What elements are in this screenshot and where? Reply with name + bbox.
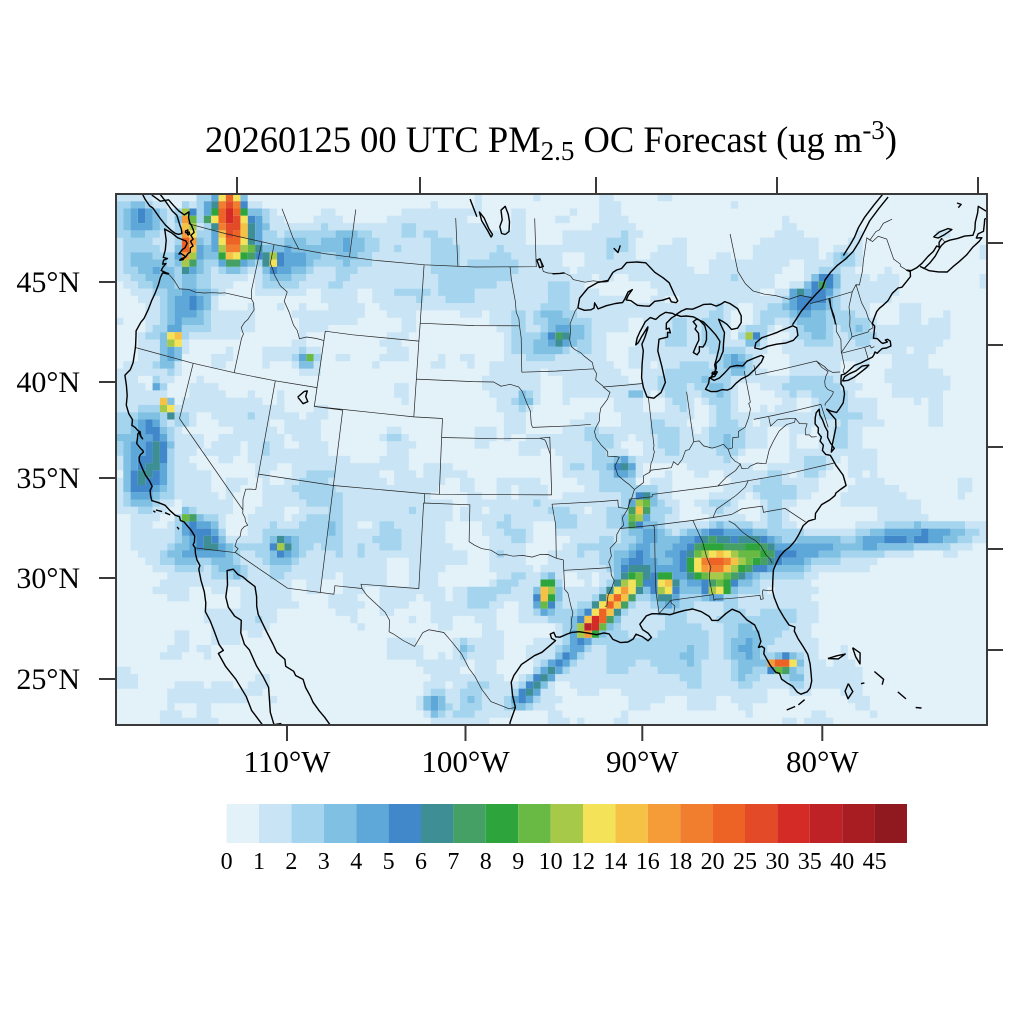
svg-text:8: 8 [480, 849, 492, 875]
svg-text:2: 2 [285, 849, 297, 875]
svg-text:35°N: 35°N [16, 462, 80, 495]
svg-text:25°N: 25°N [16, 663, 80, 696]
svg-text:30: 30 [765, 849, 789, 875]
svg-text:14: 14 [603, 849, 627, 875]
svg-text:30°N: 30°N [16, 562, 80, 595]
svg-text:16: 16 [636, 849, 660, 875]
svg-text:3: 3 [318, 849, 330, 875]
svg-text:40: 40 [830, 849, 854, 875]
svg-text:6: 6 [415, 849, 427, 875]
svg-text:9: 9 [512, 849, 524, 875]
svg-text:5: 5 [383, 849, 395, 875]
svg-text:90°W: 90°W [606, 744, 679, 779]
svg-text:110°W: 110°W [243, 744, 331, 779]
svg-text:1: 1 [253, 849, 265, 875]
svg-text:18: 18 [668, 849, 692, 875]
svg-text:0: 0 [221, 849, 233, 875]
svg-text:20: 20 [701, 849, 725, 875]
svg-text:40°N: 40°N [16, 366, 80, 399]
svg-text:25: 25 [733, 849, 757, 875]
svg-text:7: 7 [447, 849, 459, 875]
svg-text:45: 45 [863, 849, 887, 875]
svg-text:45°N: 45°N [16, 266, 80, 299]
svg-text:10: 10 [539, 849, 563, 875]
svg-text:4: 4 [350, 849, 362, 875]
svg-text:80°W: 80°W [786, 744, 859, 779]
svg-text:12: 12 [571, 849, 595, 875]
svg-text:35: 35 [798, 849, 822, 875]
svg-text:100°W: 100°W [421, 744, 510, 779]
